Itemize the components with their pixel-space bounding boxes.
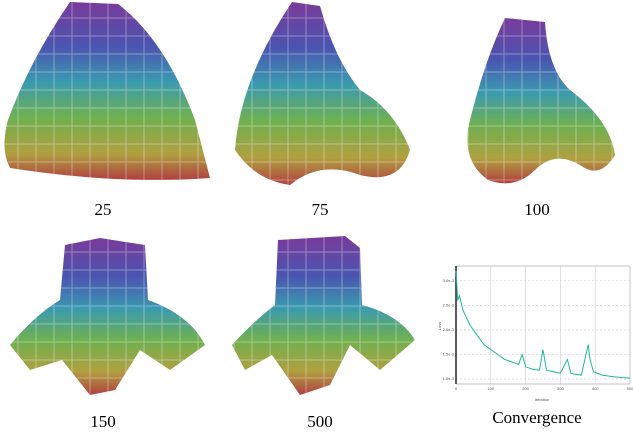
- panel-label: 100: [524, 200, 550, 219]
- x-tick-label: 500: [627, 386, 633, 391]
- x-tick-label: 400: [592, 386, 599, 391]
- y-axis-label: Loss: [437, 322, 442, 330]
- y-tick-label: 1.0e-3: [443, 376, 455, 381]
- y-tick-label: 3.0e-3: [443, 278, 455, 283]
- panel-label: 25: [95, 200, 112, 219]
- panel-label: 500: [307, 412, 333, 431]
- plot-area: [456, 266, 630, 384]
- x-axis-label: Iteration: [535, 397, 549, 402]
- chart-caption: Convergence: [492, 408, 581, 427]
- panel-label: 150: [90, 412, 116, 431]
- render-25: [4, 2, 210, 180]
- render-100: [467, 18, 615, 183]
- y-tick-label: 2.5e-3: [443, 302, 455, 307]
- render-150: [10, 238, 205, 395]
- x-tick-label: 200: [522, 386, 529, 391]
- x-tick-label: 300: [557, 386, 564, 391]
- panel-label: 75: [312, 200, 329, 219]
- x-tick-label: 100: [487, 386, 494, 391]
- figure: 25 75 100 150 500 Convergence Iteration …: [0, 0, 633, 434]
- y-tick-label: 1.5e-3: [443, 352, 455, 357]
- x-tick-label: 0: [455, 386, 458, 391]
- render-500: [232, 236, 415, 395]
- y-tick-label: 2.0e-3: [443, 327, 455, 332]
- render-75: [235, 2, 410, 185]
